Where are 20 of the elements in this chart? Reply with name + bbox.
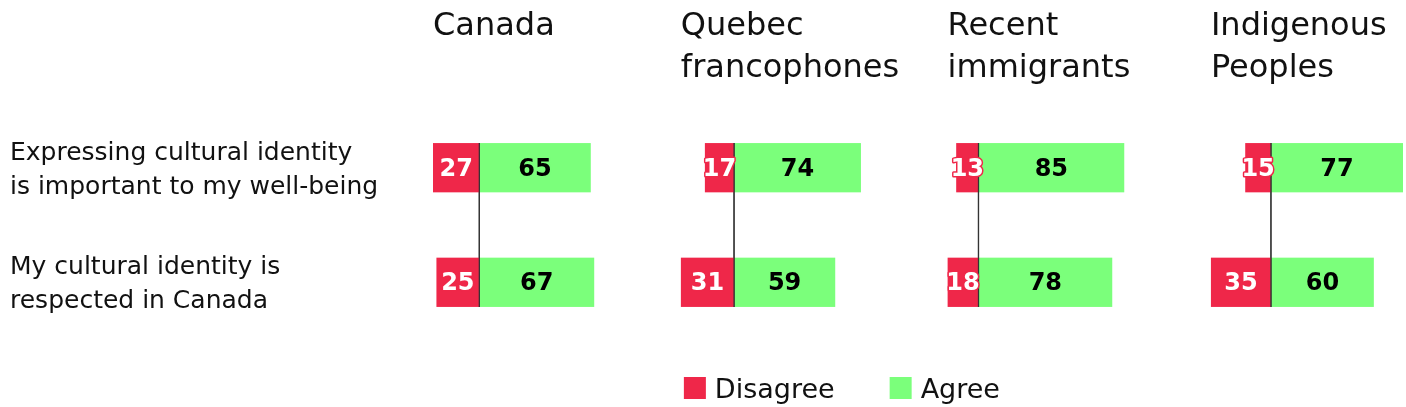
legend-label: Disagree <box>714 373 835 404</box>
data-label: 31 <box>690 268 725 297</box>
chart-title: Recent immigrants <box>947 5 1131 85</box>
data-label: 78 <box>1028 268 1063 297</box>
legend-label: Agree <box>920 373 1000 404</box>
data-label: 85 <box>1034 153 1069 182</box>
data-label: 60 <box>1305 268 1340 297</box>
data-label: 74 <box>780 153 815 182</box>
chart-title: Indigenous Peoples <box>1210 5 1387 85</box>
data-label: 65 <box>518 153 552 182</box>
chart-title: Quebec francophones <box>680 5 900 85</box>
data-label: 59 <box>767 268 802 297</box>
y-tick-label: My cultural identity is respected in Canada <box>10 251 281 315</box>
chart-title: Canada <box>433 5 555 43</box>
data-label: 25 <box>441 268 475 297</box>
y-tick-label: Expressing cultural identity is important to my well-being <box>10 136 379 200</box>
data-label: 67 <box>520 268 554 297</box>
data-label: 77 <box>1320 153 1354 182</box>
data-label: 27 <box>439 153 473 182</box>
data-label: 35 <box>1224 268 1258 297</box>
